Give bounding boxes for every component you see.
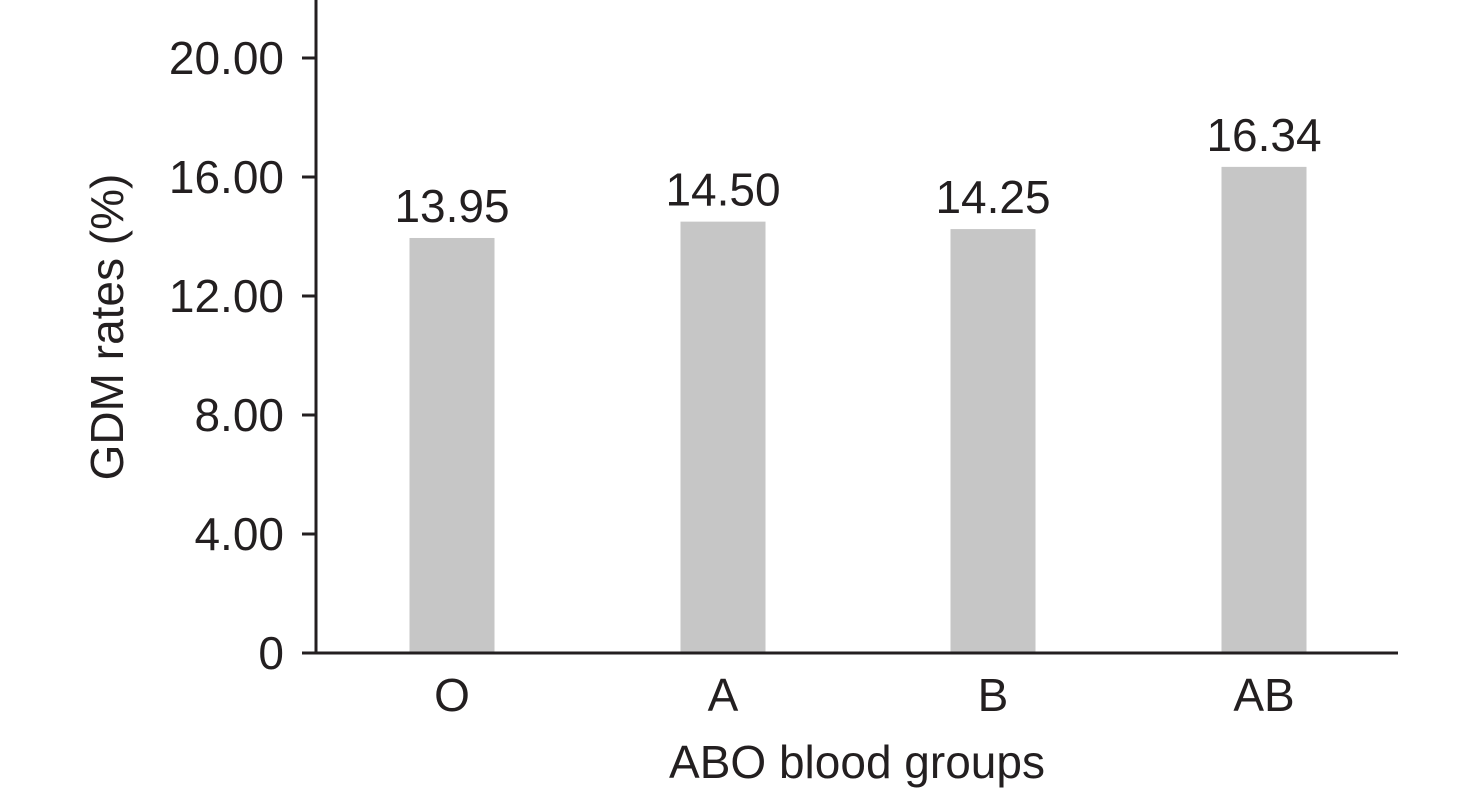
value-label-a: 14.50 — [665, 164, 780, 216]
value-label-b: 14.25 — [935, 171, 1050, 223]
value-label-ab: 16.34 — [1206, 109, 1321, 161]
y-axis-title: GDM rates (%) — [81, 174, 133, 481]
y-tick-label: 4.00 — [194, 508, 284, 560]
bar-o — [409, 237, 495, 654]
bars-group — [409, 166, 1307, 654]
value-label-o: 13.95 — [394, 180, 509, 232]
bar-a — [680, 221, 766, 653]
y-tick-label: 0 — [258, 627, 284, 679]
bar-b — [950, 229, 1036, 653]
y-axis: 0 4.00 8.00 12.00 16.00 20.00 — [169, 0, 318, 679]
y-tick-label: 8.00 — [194, 389, 284, 441]
x-tick-label-b: B — [978, 669, 1009, 721]
x-axis-title: ABO blood groups — [669, 736, 1045, 788]
y-tick-label: 16.00 — [169, 151, 284, 203]
x-tick-label-ab: AB — [1233, 669, 1294, 721]
y-tick-label: 12.00 — [169, 270, 284, 322]
y-tick-label: 20.00 — [169, 32, 284, 84]
bar-ab — [1221, 166, 1307, 653]
x-tick-label-o: O — [434, 669, 470, 721]
x-axis: O A B AB — [315, 651, 1398, 721]
value-labels-group: 13.95 14.50 14.25 16.34 — [394, 109, 1321, 232]
x-tick-label-a: A — [708, 669, 739, 721]
